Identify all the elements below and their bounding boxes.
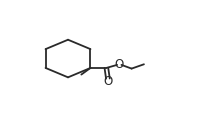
Text: O: O bbox=[115, 58, 124, 71]
Text: O: O bbox=[103, 75, 113, 88]
